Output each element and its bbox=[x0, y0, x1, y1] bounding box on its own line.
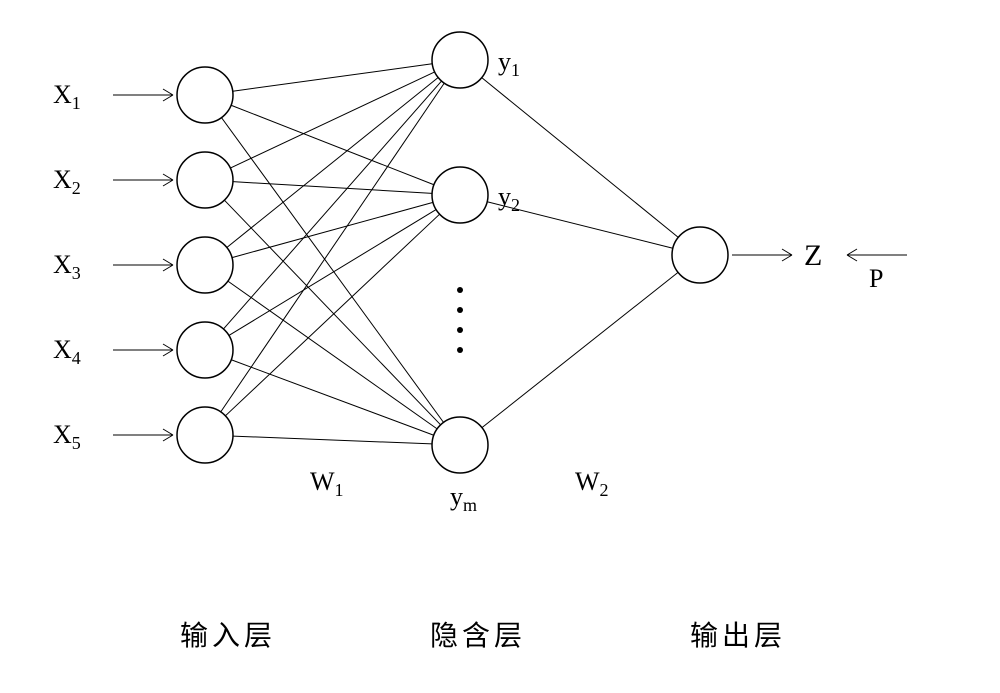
input-label-x4: X4 bbox=[53, 335, 81, 368]
input-arrowhead2-x5 bbox=[163, 435, 173, 441]
input-arrowhead1-x5 bbox=[163, 429, 173, 435]
hidden-node-ym bbox=[432, 417, 488, 473]
input-arrowhead2-x3 bbox=[163, 265, 173, 271]
weight-label-w2: W2 bbox=[575, 467, 609, 500]
hidden-label-ym: ym bbox=[450, 482, 477, 515]
input-arrowhead1-x4 bbox=[163, 344, 173, 350]
edge-x5-y2 bbox=[225, 214, 439, 416]
p-label: P bbox=[869, 264, 883, 293]
edge-x4-y2 bbox=[229, 210, 436, 336]
hidden-ellipsis-dot bbox=[457, 287, 463, 293]
edge-ym-z bbox=[482, 272, 678, 427]
layer-label-hidden: 隐含层 bbox=[430, 620, 526, 652]
input-node-x2 bbox=[177, 152, 233, 208]
hidden-node-y1 bbox=[432, 32, 488, 88]
edge-x2-y2 bbox=[233, 182, 432, 194]
input-arrowhead1-x1 bbox=[163, 89, 173, 95]
input-arrowhead2-x1 bbox=[163, 95, 173, 101]
output-arrowhead-z1 bbox=[782, 249, 792, 255]
edge-x5-ym bbox=[233, 436, 432, 444]
input-arrowhead1-x2 bbox=[163, 174, 173, 180]
hidden-node-y2 bbox=[432, 167, 488, 223]
hidden-ellipsis-dot bbox=[457, 327, 463, 333]
input-node-x5 bbox=[177, 407, 233, 463]
edge-x1-ym bbox=[221, 118, 443, 423]
p-arrowhead2 bbox=[847, 255, 857, 261]
layer-label-input: 输入层 bbox=[180, 620, 276, 652]
input-label-x2: X2 bbox=[53, 165, 81, 198]
layer-label-output: 输出层 bbox=[690, 620, 786, 652]
input-node-x3 bbox=[177, 237, 233, 293]
edge-x2-ym bbox=[224, 200, 440, 425]
edge-x4-ym bbox=[231, 360, 434, 435]
input-label-x1: X1 bbox=[53, 80, 81, 113]
input-node-x4 bbox=[177, 322, 233, 378]
edge-x3-y1 bbox=[227, 78, 438, 248]
weight-label-w1: W1 bbox=[310, 467, 344, 500]
hidden-ellipsis-dot bbox=[457, 307, 463, 313]
network-diagram: X1 X2 X3 X4 X5 y1 y2 ym Z P W1 W2 输入层 隐含层 输出层 bbox=[0, 0, 1000, 693]
input-arrowhead2-x4 bbox=[163, 350, 173, 356]
input-label-x3: X3 bbox=[53, 250, 81, 283]
input-arrowhead1-x3 bbox=[163, 259, 173, 265]
input-node-x1 bbox=[177, 67, 233, 123]
hidden-label-y1: y1 bbox=[498, 47, 520, 80]
hidden-ellipsis-dot bbox=[457, 347, 463, 353]
edge-x5-y1 bbox=[221, 83, 445, 412]
input-label-x5: X5 bbox=[53, 420, 81, 453]
edge-x2-y1 bbox=[230, 72, 434, 168]
p-arrowhead1 bbox=[847, 249, 857, 255]
output-node-z bbox=[672, 227, 728, 283]
hidden-label-y2: y2 bbox=[498, 182, 520, 215]
input-arrowhead2-x2 bbox=[163, 180, 173, 186]
edge-x4-y1 bbox=[223, 81, 441, 329]
output-arrowhead-z2 bbox=[782, 255, 792, 261]
output-label-z: Z bbox=[804, 239, 822, 272]
